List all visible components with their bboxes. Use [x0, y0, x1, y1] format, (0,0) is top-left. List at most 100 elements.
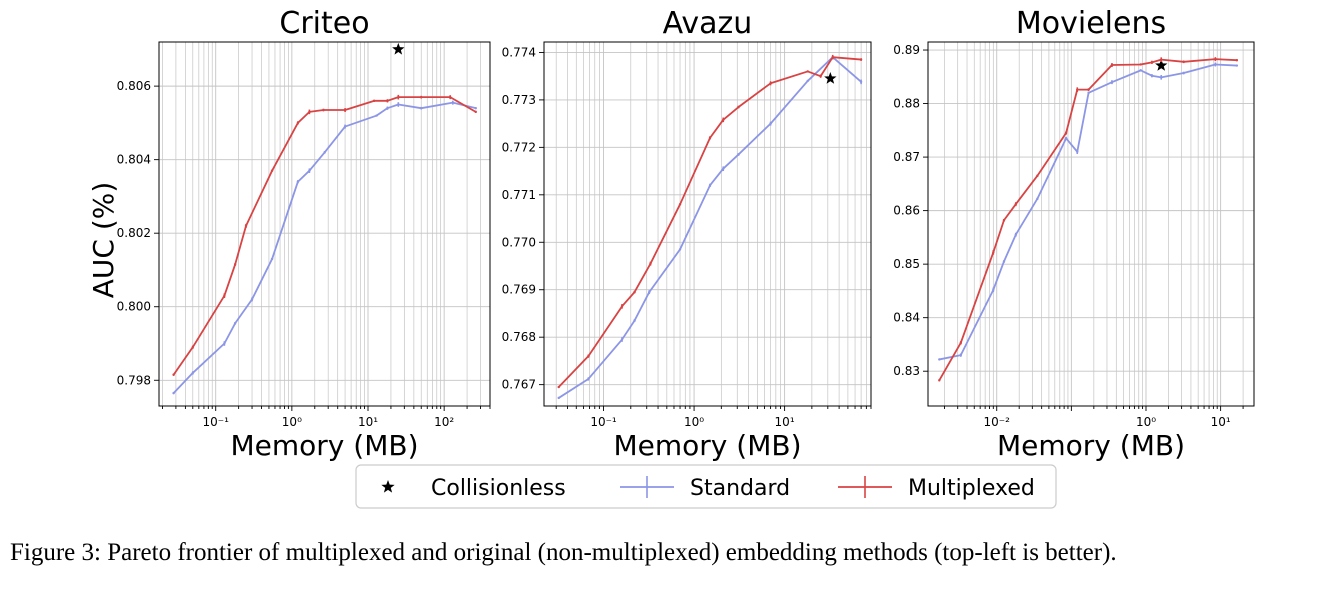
data-point: [474, 106, 477, 110]
y-tick-label: 0.773: [502, 93, 536, 107]
y-tick-label: 0.798: [117, 373, 151, 387]
y-tick-label: 0.774: [502, 45, 536, 59]
chart-panel-criteo: 10⁻¹ 10⁰ 10¹ 10² 0.798 0.800 0.802 0.804 0.806 Cr…: [117, 6, 491, 462]
plot-area: [172, 42, 477, 395]
data-point: [451, 101, 455, 104]
plot-area: [938, 57, 1239, 382]
data-point: [270, 257, 274, 261]
data-point: [587, 377, 590, 381]
data-point: [397, 95, 400, 99]
data-point: [1002, 219, 1006, 222]
data-point: [806, 70, 809, 73]
chart-title: Criteo: [279, 6, 369, 41]
data-point: [1076, 88, 1079, 91]
y-tick-label: 0.800: [117, 300, 151, 314]
y-tick-label: 0.771: [502, 188, 536, 202]
data-point: [1182, 60, 1185, 64]
series-line: [939, 63, 1237, 361]
data-point: [1087, 91, 1090, 95]
y-tick-label: 0.772: [502, 140, 536, 154]
y-tick-label: 0.86: [893, 204, 920, 218]
data-point: [386, 106, 389, 110]
data-point: [737, 105, 740, 109]
data-point: [1064, 137, 1068, 140]
plot-frame: [158, 41, 491, 407]
data-point: [1014, 202, 1017, 206]
data-point: [191, 371, 194, 375]
x-axis-label: Memory (MB): [997, 429, 1185, 462]
data-point: [1110, 63, 1114, 67]
data-point: [859, 58, 863, 61]
collisionless-star-marker: [1155, 59, 1168, 71]
series-line: [558, 56, 862, 399]
data-point: [250, 298, 254, 301]
plot-frame: [543, 41, 872, 407]
y-tick-label: 0.768: [502, 330, 536, 344]
chart-title: Movielens: [1016, 6, 1166, 41]
data-point: [649, 262, 652, 265]
data-point: [992, 288, 995, 292]
data-point: [708, 184, 712, 187]
data-point: [1036, 174, 1039, 178]
data-point: [375, 114, 378, 117]
data-point: [557, 385, 560, 389]
data-point: [938, 379, 941, 382]
y-tick-label: 0.85: [893, 257, 920, 271]
data-point: [678, 203, 682, 206]
series-line: [172, 101, 476, 394]
collisionless-star-marker: [824, 72, 837, 84]
data-point: [372, 99, 376, 103]
data-point: [1160, 58, 1163, 61]
data-point: [708, 136, 712, 140]
x-tick-label: 10¹: [775, 415, 795, 429]
data-point: [323, 151, 326, 154]
data-point: [308, 110, 311, 114]
figure-caption: Figure 3: Pareto frontier of multiplexed…: [10, 539, 1117, 566]
y-tick-label: 0.89: [893, 43, 920, 57]
data-point: [270, 169, 274, 172]
data-point: [233, 322, 237, 325]
y-tick-label: 0.83: [893, 364, 920, 378]
data-point: [1087, 88, 1090, 91]
data-point: [1235, 64, 1239, 67]
data-point: [322, 108, 325, 112]
figure-canvas: 10⁻¹ 10⁰ 10¹ 10² 0.798 0.800 0.802 0.804 0.806 Cr…: [87, 6, 1255, 509]
data-point: [1076, 150, 1079, 153]
data-point: [633, 290, 636, 294]
data-point: [1214, 57, 1217, 61]
data-point: [1014, 233, 1017, 236]
legend-item-multiplexed: Multiplexed: [838, 476, 1035, 501]
grid-lines: [159, 42, 490, 406]
data-point: [343, 125, 347, 128]
data-point: [1150, 74, 1154, 77]
x-tick-label: 10⁻¹: [202, 415, 229, 429]
data-point: [191, 345, 194, 349]
data-point: [172, 391, 175, 395]
series-collisionless: [392, 42, 405, 55]
y-tick-label: 0.769: [502, 283, 536, 297]
data-point: [1139, 63, 1142, 66]
x-tick-label: 10⁻¹: [590, 415, 617, 429]
grid-lines: [928, 42, 1254, 406]
data-point: [223, 294, 226, 297]
data-point: [233, 263, 237, 266]
y-tick-label: 0.84: [893, 311, 920, 325]
series-collisionless: [1155, 59, 1168, 71]
legend-item-collisionless: Collisionless: [381, 476, 566, 501]
data-point: [474, 110, 477, 114]
data-point: [1182, 71, 1185, 75]
data-point: [1139, 69, 1142, 72]
data-point: [722, 118, 725, 122]
x-tick-label: 10⁰: [1136, 415, 1156, 429]
x-tick-label: 10⁻²: [984, 415, 1011, 429]
star-icon: [381, 480, 395, 493]
data-point: [1036, 197, 1039, 201]
data-point: [938, 358, 941, 361]
y-tick-label: 0.88: [893, 97, 920, 111]
data-point: [1235, 59, 1239, 62]
data-point: [819, 74, 822, 78]
data-point: [172, 373, 175, 376]
data-point: [678, 248, 682, 251]
legend-frame: [355, 464, 1057, 509]
chart-panel-avazu: 10⁻¹ 10⁰ 10¹ 0.767 0.768 0.769 0.770 0.771 0.772…: [502, 6, 872, 462]
